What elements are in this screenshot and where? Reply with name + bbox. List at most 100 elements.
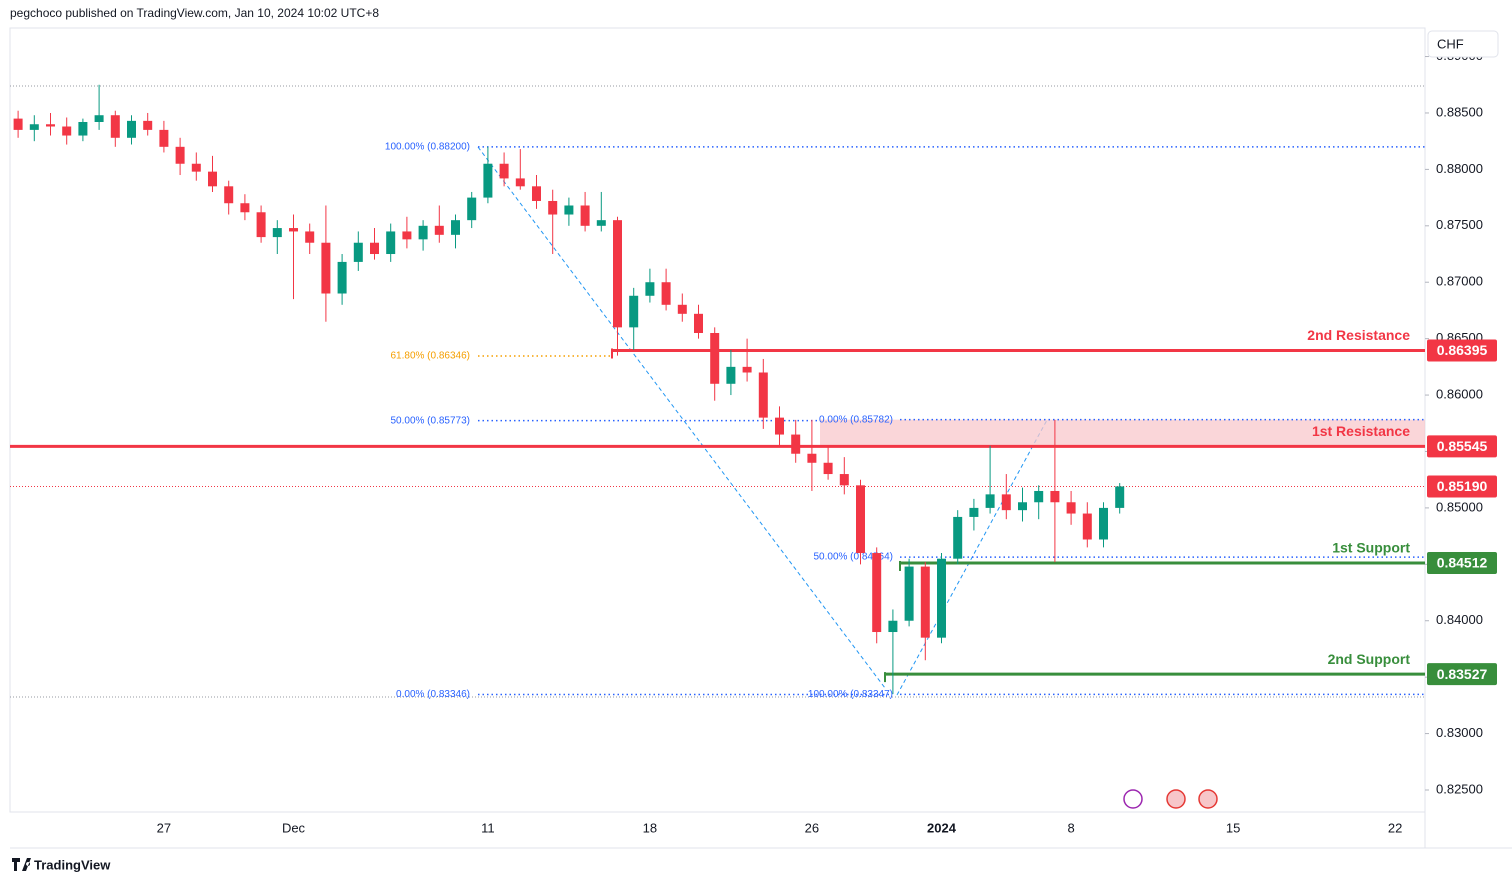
y-tick-label: 0.83000 — [1436, 725, 1483, 740]
fib-label: 50.00% (0.85773) — [390, 415, 470, 426]
candle-body — [532, 186, 541, 201]
candle-body — [224, 186, 234, 204]
level-name: 1st Resistance — [1312, 423, 1410, 439]
fib-label: 100.00% (0.88200) — [385, 141, 470, 152]
price-tag — [1427, 663, 1497, 686]
fib-label: 61.80% (0.86346) — [390, 351, 470, 362]
candle-body — [953, 516, 963, 559]
candle-body — [289, 228, 298, 232]
fib-label: 0.00% (0.83346) — [396, 689, 470, 700]
candle-body — [596, 220, 606, 226]
x-tick-label: 26 — [805, 820, 819, 835]
candle-body — [807, 453, 817, 463]
candle-body — [580, 205, 590, 226]
y-tick-label: 0.82500 — [1436, 781, 1483, 796]
y-tick-label: 0.87500 — [1436, 217, 1483, 232]
candle-body — [920, 566, 930, 638]
candle-body — [1050, 490, 1060, 503]
candle-body — [1099, 507, 1108, 540]
fib-label: 100.00% (0.83347) — [808, 689, 893, 700]
level-name: 1st Support — [1332, 540, 1410, 556]
currency-box — [1427, 30, 1499, 58]
candle-body — [775, 417, 784, 435]
candle-body — [726, 366, 736, 384]
candle-body — [645, 282, 655, 296]
y-tick-label: 0.84000 — [1436, 612, 1483, 627]
candle-body — [515, 178, 525, 187]
price-tag — [1427, 475, 1497, 498]
x-tick-label: 18 — [643, 820, 657, 835]
candle-body — [839, 474, 849, 486]
x-tick-label: 2024 — [927, 820, 957, 835]
price-tag-label: 0.86395 — [1437, 342, 1488, 358]
candle-body — [208, 171, 217, 187]
level-name: 2nd Support — [1328, 651, 1411, 667]
candle-body — [110, 115, 120, 138]
candle-body — [758, 372, 768, 418]
candle-body — [872, 553, 882, 633]
fib-label: 50.00% (0.84564) — [813, 552, 893, 563]
candle-body — [240, 203, 250, 213]
x-tick-label: 22 — [1388, 820, 1402, 835]
candle-body — [499, 163, 509, 179]
header: pegchoco published on TradingView.com, J… — [10, 6, 379, 20]
candle-body — [46, 124, 55, 127]
candle-body — [791, 434, 801, 454]
candle-body — [564, 205, 574, 215]
candle-body — [742, 366, 752, 373]
candle-body — [888, 620, 898, 633]
candle-body — [985, 494, 995, 508]
x-tick-label: 15 — [1226, 820, 1240, 835]
candle-body — [386, 231, 396, 255]
candle-body — [191, 163, 201, 172]
price-tag-label: 0.85190 — [1437, 478, 1488, 494]
price-tag-label: 0.84512 — [1437, 555, 1488, 571]
resistance-zone — [820, 419, 1425, 447]
candle-body — [823, 462, 833, 475]
candle-body — [548, 200, 558, 215]
candle-body — [904, 566, 914, 621]
candle-body — [937, 558, 946, 638]
candle-body — [159, 129, 169, 147]
candle-body — [483, 163, 493, 198]
candle-body — [613, 220, 622, 328]
candle-body — [175, 146, 185, 164]
candle-body — [29, 124, 39, 130]
y-tick-label: 0.88500 — [1436, 104, 1483, 119]
candle-body — [856, 485, 865, 554]
candle-body — [710, 333, 720, 384]
candle-body — [272, 228, 282, 238]
candle-body — [78, 121, 88, 136]
candle-body — [1001, 494, 1011, 511]
candle-body — [1034, 490, 1044, 503]
candle-body — [677, 304, 687, 314]
candle-body — [1066, 502, 1076, 514]
candle-body — [13, 118, 23, 130]
price-tag — [1427, 339, 1497, 362]
x-tick-label: 27 — [157, 820, 171, 835]
fib-label: 0.00% (0.85782) — [819, 414, 893, 425]
candle-body — [418, 225, 428, 240]
candle-body — [969, 507, 979, 517]
y-tick-label: 0.85000 — [1436, 499, 1483, 514]
candle-body — [694, 313, 703, 334]
candle-body — [127, 120, 136, 138]
candle-body — [661, 282, 671, 305]
footer: TradingView — [34, 857, 111, 872]
candle-body — [629, 295, 639, 328]
price-tag-label: 0.83527 — [1437, 666, 1488, 682]
x-tick-label: Dec — [282, 820, 306, 835]
candle-body — [62, 126, 72, 136]
candle-body — [94, 115, 104, 122]
candle-body — [256, 212, 266, 238]
candle-body — [402, 231, 412, 240]
candle-body — [321, 242, 331, 294]
candle-body — [451, 220, 460, 235]
logo: TradingView — [12, 857, 111, 872]
price-tag — [1427, 551, 1497, 574]
price-tag — [1427, 435, 1497, 458]
y-tick-label: 0.86000 — [1436, 387, 1483, 402]
x-tick-label: 8 — [1067, 820, 1074, 835]
currency: CHF — [1437, 36, 1464, 51]
